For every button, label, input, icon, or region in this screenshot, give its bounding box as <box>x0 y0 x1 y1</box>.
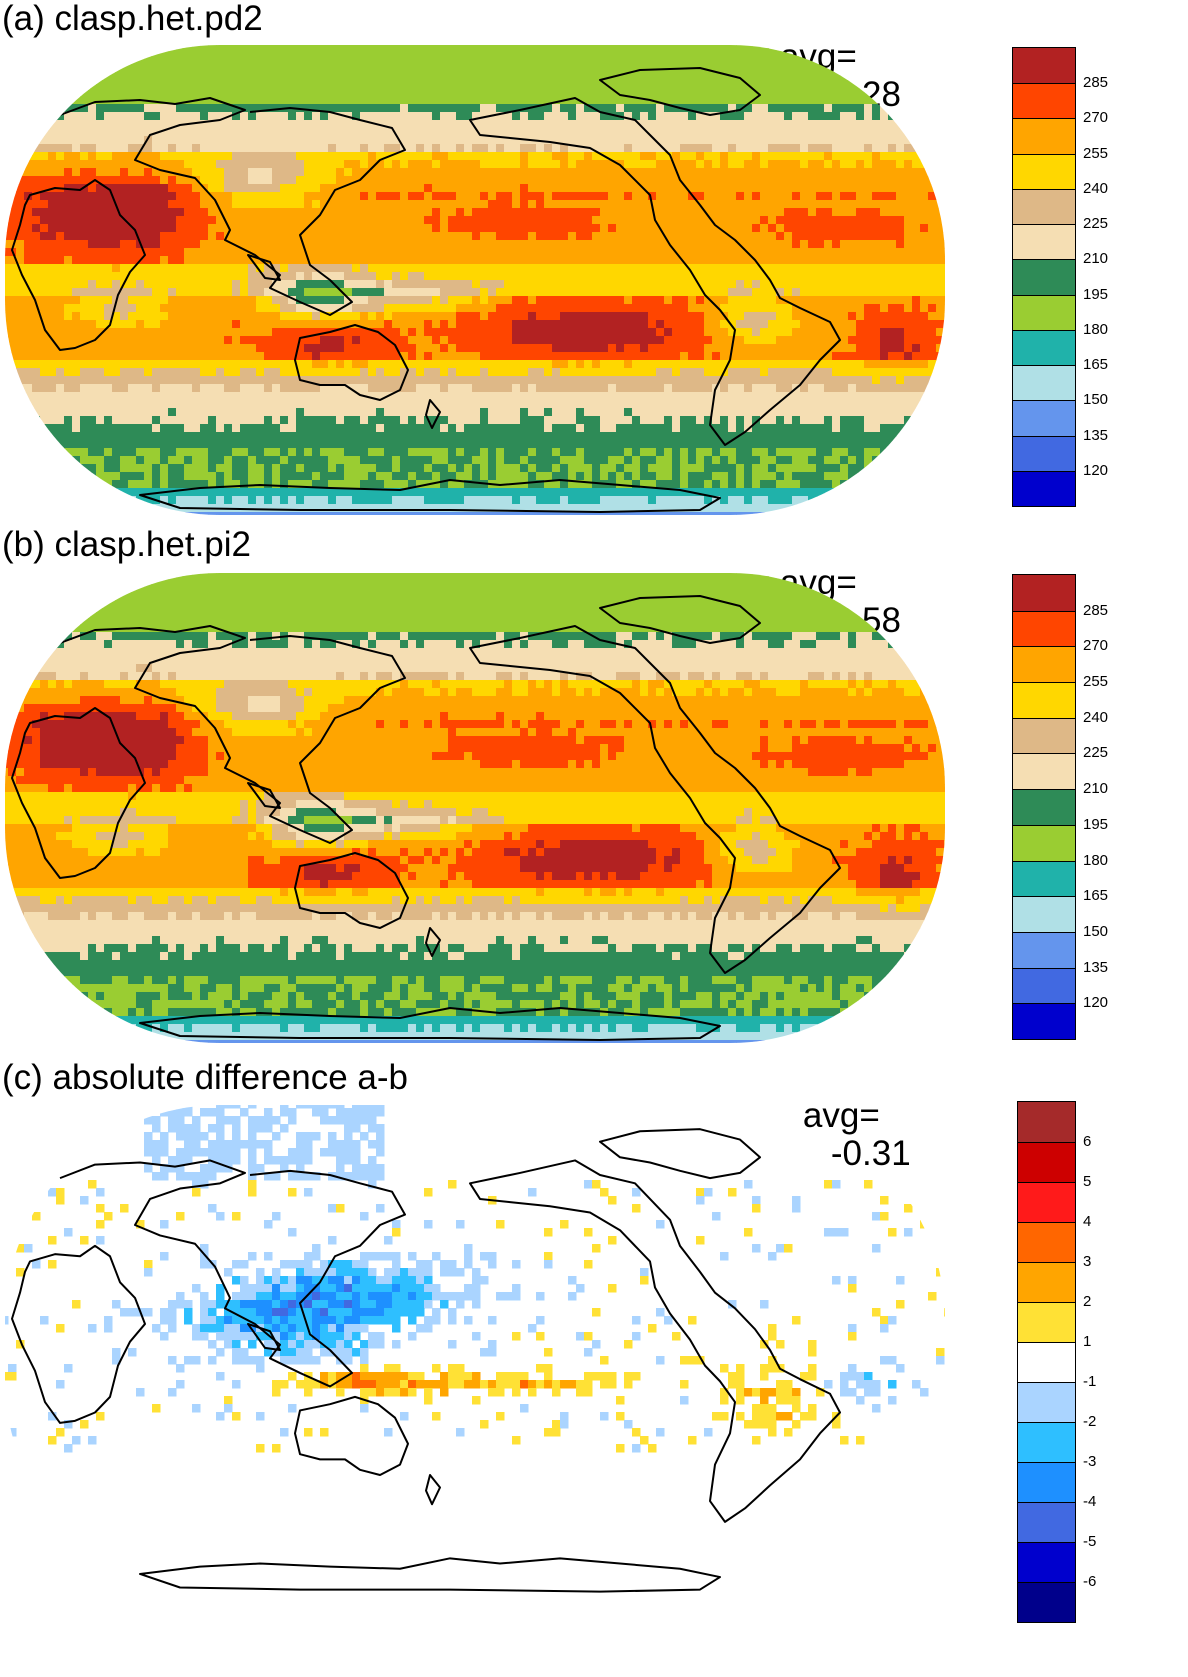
colorbar-tick-label: 150 <box>1083 391 1109 409</box>
colorbar-swatch <box>1013 824 1075 861</box>
colorbar-tick-label: 195 <box>1083 815 1109 833</box>
colorbar-tick-label: 120 <box>1083 994 1109 1012</box>
colorbar-swatch <box>1013 48 1075 84</box>
colorbar-swatch <box>1018 1142 1075 1182</box>
colorbar-tick-label: 270 <box>1083 637 1109 655</box>
colorbar-swatch <box>1013 967 1075 1004</box>
colorbar-tick-label: -4 <box>1083 1493 1097 1510</box>
colorbar-tick-label: 180 <box>1083 851 1109 869</box>
colorbar-tick-label: 135 <box>1083 958 1109 976</box>
colorbar-swatch <box>1013 83 1075 119</box>
field-cells <box>5 1105 945 1453</box>
colorbar-swatch <box>1018 1342 1075 1382</box>
map-plot <box>5 45 945 515</box>
colorbar-swatch <box>1013 1003 1075 1039</box>
colorbar-tick-label: 210 <box>1083 780 1109 798</box>
colorbar-tick-label: -6 <box>1083 1573 1097 1590</box>
colorbar-swatch <box>1013 470 1075 506</box>
colorbar-tick-label: 2 <box>1083 1293 1092 1310</box>
colorbar-swatch <box>1013 294 1075 330</box>
colorbar-tick-label: 240 <box>1083 708 1109 726</box>
colorbar-swatch <box>1013 610 1075 647</box>
colorbar-swatch <box>1018 1382 1075 1422</box>
colorbar-tick-label: 120 <box>1083 461 1109 479</box>
colorbar-tick-label: 255 <box>1083 144 1109 162</box>
colorbar-tick-label: 195 <box>1083 285 1109 303</box>
map-plot <box>5 573 945 1043</box>
colorbar-swatch <box>1018 1222 1075 1262</box>
colorbar-swatch <box>1018 1102 1075 1142</box>
colorbar-swatch <box>1013 259 1075 295</box>
colorbar: 285 270 255 240 225 210 195 180 165 150 135 120 <box>1012 574 1108 1040</box>
colorbar-tick-label: -1 <box>1083 1373 1097 1390</box>
colorbar-tick-label: 255 <box>1083 673 1109 691</box>
colorbar-swatch <box>1013 329 1075 366</box>
panel-a: (a) clasp.het.pd2 avg= 241.28 2852702552… <box>0 0 1188 525</box>
colorbar-swatch <box>1013 188 1075 225</box>
avg-label: avg= <box>802 1096 880 1135</box>
colorbar-swatch <box>1018 1542 1075 1582</box>
colorbar-swatch <box>1018 1182 1075 1222</box>
colorbar-swatch <box>1013 789 1075 825</box>
colorbar-tick-label: 225 <box>1083 744 1109 762</box>
colorbar-tick-label: 3 <box>1083 1253 1092 1270</box>
field-cells <box>5 45 945 515</box>
colorbar-swatch <box>1013 753 1075 790</box>
colorbar-swatch <box>1013 682 1075 718</box>
colorbar-tick-label: 165 <box>1083 356 1109 374</box>
colorbar-tick-label: 4 <box>1083 1213 1092 1230</box>
colorbar-swatch <box>1013 400 1075 436</box>
colorbar-tick-label: 180 <box>1083 320 1109 338</box>
panel-c: (c) absolute difference a-b avg= -0.31 6… <box>0 1058 1188 1677</box>
colorbar-swatch <box>1018 1302 1075 1342</box>
colorbar-swatch <box>1018 1462 1075 1502</box>
colorbar-tick-label: 285 <box>1083 74 1109 92</box>
avg-value: -0.31 <box>830 1134 911 1173</box>
colorbar-tick-label: 240 <box>1083 179 1109 197</box>
colorbar-swatch <box>1013 575 1075 611</box>
colorbar-swatch <box>1013 118 1075 154</box>
coastlines <box>12 596 840 1040</box>
colorbar-tick-label: 5 <box>1083 1173 1092 1190</box>
panel-average: avg= -0.31 <box>764 1059 911 1211</box>
colorbar-swatch <box>1013 896 1075 932</box>
colorbar-tick-label: 135 <box>1083 426 1109 444</box>
colorbar-tick-label: 6 <box>1083 1133 1092 1150</box>
colorbar-swatch <box>1013 717 1075 754</box>
colorbar-tick-label: 225 <box>1083 215 1109 233</box>
panel-b: (b) clasp.het.pi2 avg= 241.58 2852702552… <box>0 526 1188 1060</box>
colorbar-swatch <box>1018 1582 1075 1622</box>
coastlines <box>12 1129 840 1592</box>
colorbar-tick-label: -2 <box>1083 1413 1097 1430</box>
colorbar-swatch <box>1013 224 1075 260</box>
colorbar-swatch <box>1018 1502 1075 1542</box>
colorbar-swatch <box>1013 365 1075 401</box>
panel-title: (c) absolute difference a-b <box>2 1058 408 1097</box>
panel-title: (b) clasp.het.pi2 <box>2 525 252 564</box>
colorbar-tick-label: 165 <box>1083 887 1109 905</box>
colorbar-swatch <box>1013 153 1075 189</box>
colorbar-tick-label: 150 <box>1083 922 1109 940</box>
colorbar-swatch <box>1013 860 1075 897</box>
panel-title: (a) clasp.het.pd2 <box>2 0 263 38</box>
colorbar-tick-label: 1 <box>1083 1333 1092 1350</box>
colorbar-swatch <box>1013 435 1075 471</box>
colorbar-swatch <box>1013 931 1075 968</box>
colorbar-tick-label: 270 <box>1083 109 1109 127</box>
coastlines <box>12 68 840 512</box>
colorbar-tick-label: 285 <box>1083 601 1109 619</box>
field-cells <box>5 573 945 1043</box>
colorbar-swatch <box>1018 1262 1075 1302</box>
colorbar: 6 5 4 3 2 1 -1 -2 -3 -4 -5 -6 <box>1017 1101 1096 1623</box>
colorbar-tick-label: -3 <box>1083 1453 1097 1470</box>
colorbar-tick-label: 210 <box>1083 250 1109 268</box>
colorbar-swatch <box>1013 646 1075 683</box>
colorbar-swatch <box>1018 1422 1075 1462</box>
map-plot <box>5 1105 945 1600</box>
colorbar: 285 270 255 240 225 210 195 180 165 150 135 120 <box>1012 47 1108 507</box>
colorbar-tick-label: -5 <box>1083 1533 1097 1550</box>
